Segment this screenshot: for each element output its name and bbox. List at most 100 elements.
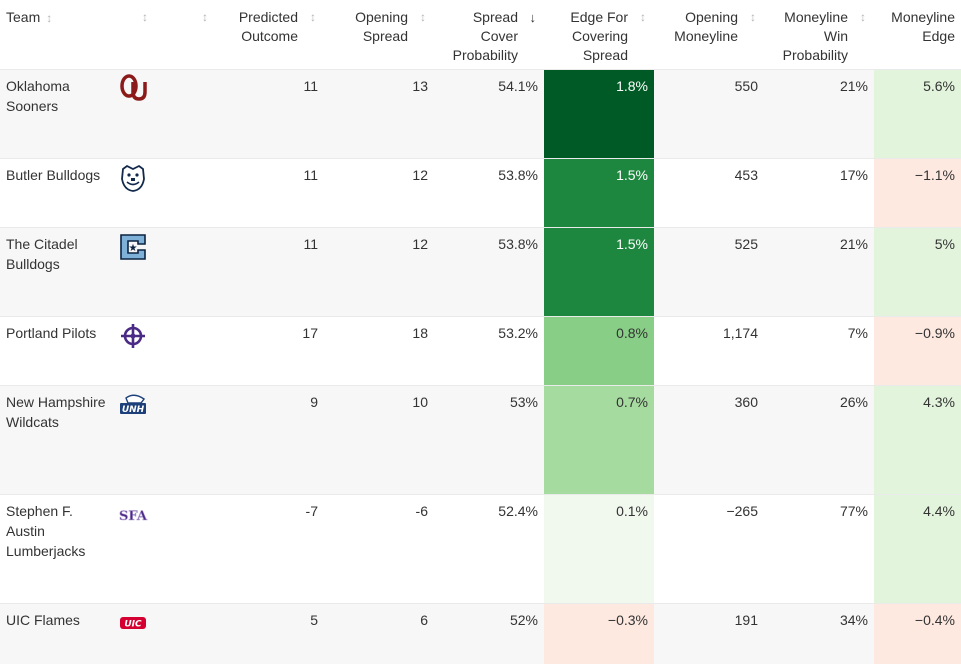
edge-covering-spread: 0.7%	[544, 385, 654, 495]
opening-spread: 18	[324, 316, 434, 386]
butler-bulldog-logo-icon	[118, 163, 148, 193]
edge-covering-spread: 1.5%	[544, 158, 654, 228]
edge-covering-spread: 1.8%	[544, 69, 654, 159]
moneyline-win-probability: 77%	[764, 494, 874, 604]
col-header-blank[interactable]: ↕	[156, 0, 216, 70]
team-logo	[112, 316, 156, 386]
table-row[interactable]: Oklahoma Sooners 11 13 54.1% 1.8% 550 21…	[0, 69, 961, 159]
blank-cell	[156, 494, 216, 604]
predicted-outcome: 11	[216, 158, 324, 228]
svg-text:UIC: UIC	[124, 620, 142, 630]
edge-covering-spread: 0.1%	[544, 494, 654, 604]
predicted-outcome: 9	[216, 385, 324, 495]
team-name: Butler Bulldogs	[0, 158, 112, 228]
spread-cover-probability: 53.8%	[434, 158, 544, 228]
col-header-moneyline-win-probability[interactable]: Moneyline Win Probability ↕	[782, 9, 866, 63]
team-name: UIC Flames	[0, 603, 112, 664]
opening-moneyline: 360	[654, 385, 764, 495]
col-header-logo[interactable]: ↕	[112, 0, 156, 70]
sort-icon[interactable]: ↕	[860, 10, 866, 24]
moneyline-win-probability: 21%	[764, 227, 874, 317]
blank-cell	[156, 603, 216, 664]
blank-cell	[156, 227, 216, 317]
moneyline-win-probability: 7%	[764, 316, 874, 386]
opening-spread: -6	[324, 494, 434, 604]
table-body: Oklahoma Sooners 11 13 54.1% 1.8% 550 21…	[0, 69, 961, 664]
sort-icon[interactable]: ↕	[640, 10, 646, 24]
svg-text:★: ★	[129, 243, 138, 254]
moneyline-edge: 5.6%	[874, 69, 961, 159]
blank-cell	[156, 69, 216, 159]
svg-text:SFA: SFA	[119, 509, 148, 524]
predicted-outcome: 11	[216, 69, 324, 159]
sort-icon[interactable]: ↕	[202, 10, 208, 24]
sort-icon[interactable]: ↕	[310, 10, 316, 24]
predicted-outcome: -7	[216, 494, 324, 604]
team-name: The Citadel Bulldogs	[0, 227, 112, 317]
opening-spread: 10	[324, 385, 434, 495]
edge-covering-spread: 0.8%	[544, 316, 654, 386]
predicted-outcome: 11	[216, 227, 324, 317]
team-logo	[112, 69, 156, 159]
blank-cell	[156, 158, 216, 228]
col-header-edge-covering-spread[interactable]: Edge For Covering Spread ↕	[570, 9, 646, 63]
table-row[interactable]: New Hampshire Wildcats UNH 9 10 53% 0.7%…	[0, 385, 961, 495]
sort-icon[interactable]: ↕	[142, 10, 148, 24]
sort-desc-icon[interactable]: ↓	[529, 10, 537, 25]
oklahoma-ou-logo-icon	[118, 74, 148, 104]
table-row[interactable]: Stephen F. Austin Lumberjacks SFA -7 -6 …	[0, 494, 961, 604]
team-logo: SFA	[112, 494, 156, 604]
blank-cell	[156, 385, 216, 495]
team-logo: ★	[112, 227, 156, 317]
moneyline-win-probability: 17%	[764, 158, 874, 228]
team-logo: UIC	[112, 603, 156, 664]
opening-moneyline: 525	[654, 227, 764, 317]
team-name: Stephen F. Austin Lumberjacks	[0, 494, 112, 604]
opening-spread: 12	[324, 227, 434, 317]
opening-moneyline: −265	[654, 494, 764, 604]
predicted-outcome: 5	[216, 603, 324, 664]
opening-moneyline: 1,174	[654, 316, 764, 386]
spread-cover-probability: 54.1%	[434, 69, 544, 159]
opening-moneyline: 453	[654, 158, 764, 228]
col-header-spread-cover-probability[interactable]: Spread Cover Probability ↓	[452, 9, 537, 63]
table-row[interactable]: UIC Flames UIC 5 6 52% −0.3% 191 34% −0.…	[0, 603, 961, 664]
table-row[interactable]: The Citadel Bulldogs ★ 11 12 53.8% 1.5% …	[0, 227, 961, 317]
opening-moneyline: 191	[654, 603, 764, 664]
opening-spread: 13	[324, 69, 434, 159]
opening-spread: 6	[324, 603, 434, 664]
sort-icon[interactable]: ↕	[750, 10, 756, 24]
moneyline-win-probability: 34%	[764, 603, 874, 664]
citadel-c-logo-icon: ★	[118, 232, 148, 262]
team-name: New Hampshire Wildcats	[0, 385, 112, 495]
team-name: Portland Pilots	[0, 316, 112, 386]
sort-icon[interactable]: ↕	[420, 10, 426, 24]
portland-pilots-logo-icon	[118, 321, 148, 351]
moneyline-edge: −0.9%	[874, 316, 961, 386]
opening-spread: 12	[324, 158, 434, 228]
moneyline-edge: 4.4%	[874, 494, 961, 604]
moneyline-win-probability: 21%	[764, 69, 874, 159]
sort-icon[interactable]: ↕	[46, 11, 53, 25]
spread-cover-probability: 53%	[434, 385, 544, 495]
team-logo	[112, 158, 156, 228]
sfa-lumberjacks-logo-icon: SFA	[118, 499, 148, 529]
svg-text:UNH: UNH	[122, 405, 145, 415]
team-name: Oklahoma Sooners	[0, 69, 112, 159]
table-row[interactable]: Portland Pilots 17 18 53.2% 0.8% 1,174 7…	[0, 316, 961, 386]
table-row[interactable]: Butler Bulldogs 11 12 53.8% 1.5% 453 17%…	[0, 158, 961, 228]
col-header-team[interactable]: Team ↕	[6, 9, 53, 25]
spread-cover-probability: 53.8%	[434, 227, 544, 317]
blank-cell	[156, 316, 216, 386]
moneyline-edge: −1.1%	[874, 158, 961, 228]
col-header-predicted-outcome[interactable]: Predicted Outcome ↕	[238, 9, 316, 44]
col-header-moneyline-edge[interactable]: Moneyline Edge	[891, 9, 955, 44]
edge-covering-spread: 1.5%	[544, 227, 654, 317]
team-logo: UNH	[112, 385, 156, 495]
edge-covering-spread: −0.3%	[544, 603, 654, 664]
unh-wildcats-logo-icon: UNH	[118, 390, 148, 420]
moneyline-edge: 4.3%	[874, 385, 961, 495]
col-header-opening-moneyline[interactable]: Opening Moneyline ↕	[674, 9, 756, 44]
col-header-opening-spread[interactable]: Opening Spread ↕	[355, 9, 426, 44]
